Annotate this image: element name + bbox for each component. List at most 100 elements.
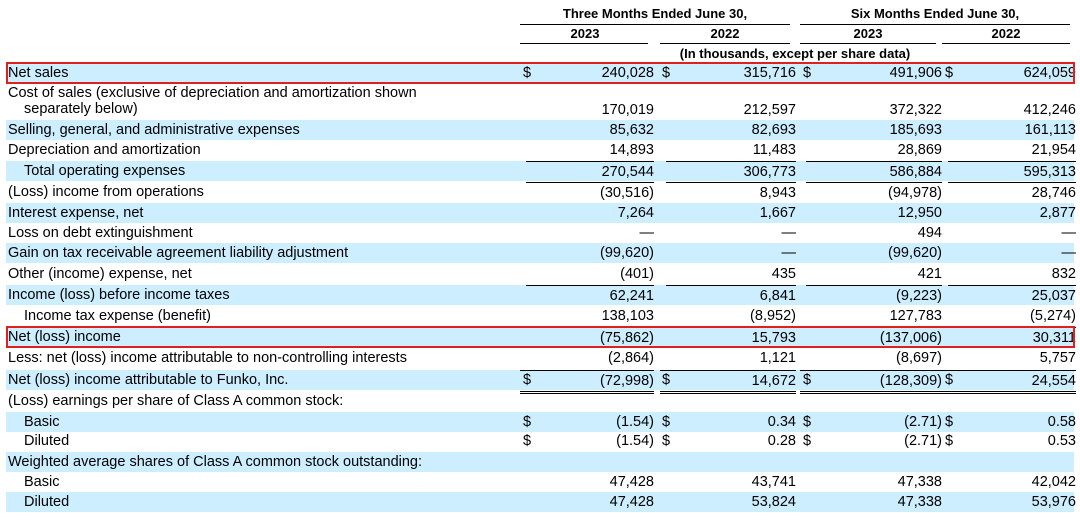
- value-cell: (128,309): [800, 370, 942, 394]
- row-gain-tra: Gain on tax receivable agreement liabili…: [6, 243, 1077, 263]
- row-label: Loss on debt extinguishment: [8, 225, 193, 241]
- value-cell: (2,864): [608, 350, 654, 366]
- row-label: (Loss) earnings per share of Class A com…: [8, 393, 344, 409]
- year-underline-4: [942, 43, 1070, 44]
- row-sga: Selling, general, and administrative exp…: [6, 120, 1076, 140]
- row-label: Basic: [24, 474, 60, 490]
- value-cell: 494: [917, 225, 942, 241]
- value-cell: 47,338: [897, 494, 942, 510]
- row-net-sales: Net sales $ 240,028 $ 315,716 $ 491,906 …: [6, 63, 1076, 83]
- value-cell: (9,223): [806, 285, 942, 306]
- value-cell: 6,841: [666, 285, 796, 306]
- row-total-operating-expenses: Total operating expenses 270,544 306,773…: [6, 161, 1076, 182]
- value-cell: —: [1061, 245, 1077, 261]
- dollar-sign: $: [945, 65, 954, 81]
- row-label: Income tax expense (benefit): [24, 308, 211, 324]
- value-cell: 127,783: [889, 308, 942, 324]
- row-eps-diluted: Diluted $ (1.54) $ 0.28 $ (2.71) $ 0.53: [6, 431, 1076, 451]
- value-cell: 0.58: [1047, 414, 1076, 430]
- value-cell: 53,976: [1031, 494, 1076, 510]
- value-cell: 138,103: [601, 308, 654, 324]
- value-cell: 624,059: [1023, 65, 1076, 81]
- value-cell: (99,620): [887, 245, 942, 261]
- year-underline-3: [800, 43, 936, 44]
- value-cell: 2,877: [1039, 205, 1076, 221]
- units-note: (In thousands, except per share data): [679, 46, 911, 61]
- dollar-sign: $: [523, 414, 532, 430]
- header-year-2: 2022: [710, 26, 740, 41]
- value-cell: 0.53: [1047, 433, 1076, 449]
- value-cell: (99,620): [599, 245, 654, 261]
- dollar-sign: $: [945, 372, 954, 388]
- highlight-net-loss-income: [6, 326, 1075, 348]
- value-cell: 42,042: [1031, 474, 1076, 490]
- row-net-attributable-funko: Net (loss) income attributable to Funko,…: [6, 370, 1076, 394]
- row-label: Selling, general, and administrative exp…: [8, 122, 300, 138]
- dollar-sign: $: [662, 414, 671, 430]
- dollar-sign: $: [945, 414, 954, 430]
- value-cell: (2.71): [904, 414, 942, 430]
- dollar-sign: $: [662, 65, 671, 81]
- value-cell: (5,274): [1030, 308, 1076, 324]
- value-cell: (72,998): [520, 370, 654, 394]
- header-year-1: 2023: [570, 26, 600, 41]
- row-interest-expense: Interest expense, net 7,264 1,667 12,950…: [6, 203, 1076, 223]
- row-shares-diluted: Diluted 47,428 53,824 47,338 53,976: [6, 492, 1076, 512]
- value-cell: 1,667: [759, 205, 796, 221]
- value-cell: 270,544: [526, 161, 654, 182]
- year-underline-2: [660, 43, 790, 44]
- row-nci: Less: net (loss) income attributable to …: [6, 348, 1076, 368]
- value-cell: 62,241: [526, 285, 654, 306]
- value-cell: 85,632: [609, 122, 654, 138]
- value-cell: 372,322: [889, 102, 942, 118]
- value-cell: 53,824: [751, 494, 796, 510]
- header-underline-six: [800, 24, 1070, 25]
- row-label: Weighted average shares of Class A commo…: [8, 454, 423, 470]
- dollar-sign: $: [523, 372, 532, 388]
- value-cell: (1.54): [616, 414, 654, 430]
- value-cell: —: [1061, 225, 1077, 241]
- row-label-line2: separately below): [24, 101, 138, 117]
- value-cell: 24,554: [942, 370, 1076, 394]
- value-cell: 240,028: [601, 65, 654, 81]
- value-cell: 25,037: [948, 285, 1076, 306]
- value-cell: —: [639, 225, 655, 241]
- row-label: Other (income) expense, net: [8, 266, 192, 282]
- value-cell: 47,428: [609, 494, 654, 510]
- value-cell: 595,313: [948, 161, 1076, 182]
- highlight-net-sales: [6, 62, 1075, 84]
- dollar-sign: $: [523, 65, 532, 81]
- value-cell: —: [781, 245, 797, 261]
- header-underline-three: [520, 24, 790, 25]
- row-net-loss-income: Net (loss) income (75,862) 15,793 (137,0…: [6, 327, 1076, 347]
- value-cell: 586,884: [806, 161, 942, 182]
- value-cell: 82,693: [751, 122, 796, 138]
- value-cell: 47,428: [609, 474, 654, 490]
- value-cell: 0.34: [767, 414, 796, 430]
- value-cell: 435: [771, 266, 796, 282]
- row-eps-basic: Basic $ (1.54) $ 0.34 $ (2.71) $ 0.58: [6, 412, 1076, 432]
- value-cell: 421: [917, 266, 942, 282]
- dollar-sign: $: [803, 414, 812, 430]
- dollar-sign: $: [662, 433, 671, 449]
- row-income-from-operations: (Loss) income from operations (30,516) 8…: [6, 182, 1076, 203]
- row-eps-heading: (Loss) earnings per share of Class A com…: [6, 391, 1074, 411]
- row-income-before-taxes: Income (loss) before income taxes 62,241…: [6, 285, 1076, 306]
- row-loss-debt-extinguishment: Loss on debt extinguishment — — 494 —: [6, 223, 1077, 243]
- row-other-income-expense: Other (income) expense, net (401) 435 42…: [6, 264, 1076, 284]
- dollar-sign: $: [662, 372, 671, 388]
- value-cell: 21,954: [1031, 142, 1076, 158]
- value-cell: 43,741: [751, 474, 796, 490]
- row-cost-of-sales: Cost of sales (exclusive of depreciation…: [6, 84, 1076, 120]
- header-three-months: Three Months Ended June 30,: [562, 6, 748, 21]
- row-label: Gain on tax receivable agreement liabili…: [8, 245, 349, 261]
- row-income-tax: Income tax expense (benefit) 138,103 (8,…: [6, 306, 1076, 326]
- value-cell: 8,943: [666, 182, 796, 203]
- value-cell: 7,264: [617, 205, 654, 221]
- row-label: Total operating expenses: [24, 163, 186, 179]
- dollar-sign: $: [803, 65, 812, 81]
- row-label: Net (loss) income attributable to Funko,…: [8, 372, 289, 388]
- row-depreciation: Depreciation and amortization 14,893 11,…: [6, 140, 1076, 160]
- value-cell: 11,483: [752, 142, 796, 158]
- row-label: Net (loss) income: [8, 329, 121, 345]
